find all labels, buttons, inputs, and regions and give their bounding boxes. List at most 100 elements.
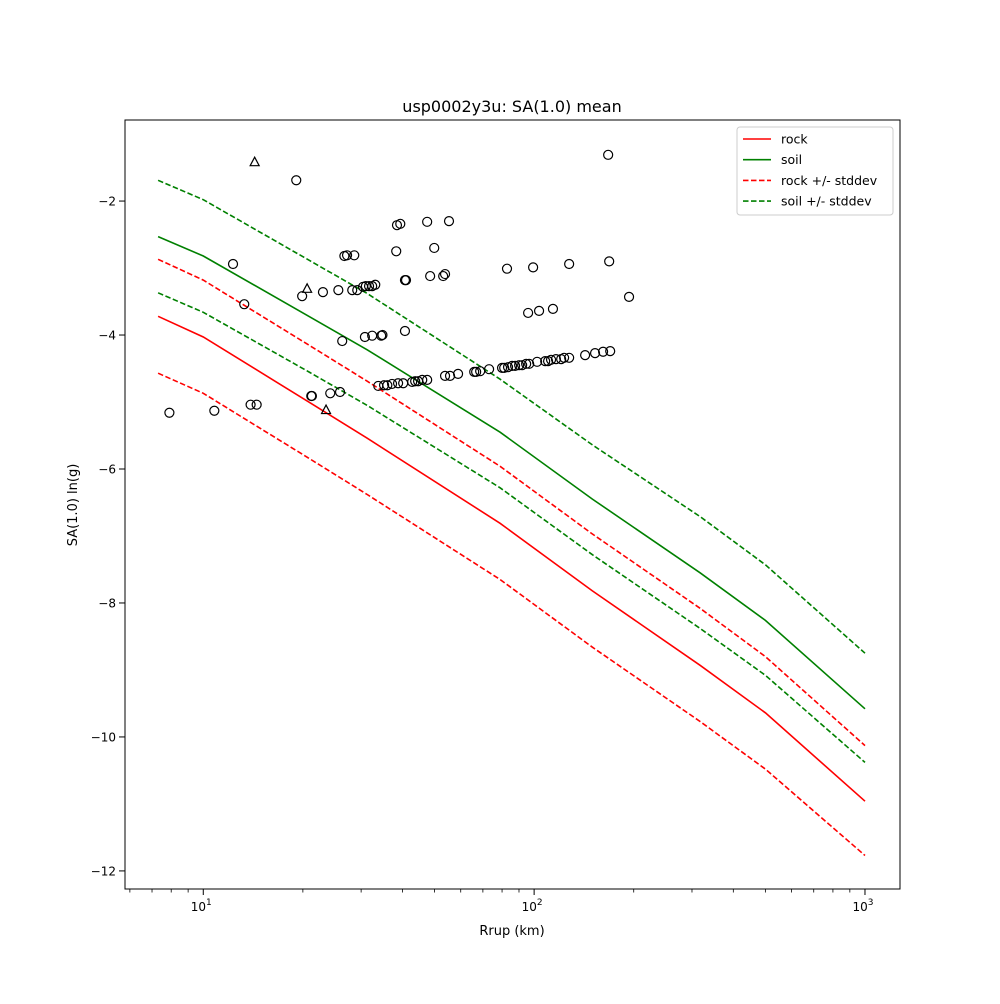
observation-circle-point	[443, 216, 455, 227]
y-tick-label: −10	[91, 730, 116, 744]
observation-triangle-point	[249, 155, 261, 167]
observation-circle-point	[523, 307, 534, 319]
observation-circle-point	[347, 285, 358, 296]
observation-circle-point	[580, 350, 591, 361]
observation-circle-point	[510, 360, 521, 371]
x-tick-label: 102	[522, 898, 543, 914]
observation-circle-point	[507, 360, 518, 371]
observation-circle-point	[524, 358, 535, 369]
observation-circle-point	[597, 346, 609, 357]
x-tick-label-exponent: 2	[537, 898, 543, 908]
observation-circle-point	[547, 303, 559, 315]
legend: rock soil rock +/- stddev soil +/- stddev	[736, 126, 894, 216]
observation-circle-point	[452, 368, 464, 379]
observation-circle-point	[564, 352, 575, 363]
observation-circle-point	[604, 256, 615, 267]
observation-circle-point	[209, 405, 220, 416]
chart-title: usp0002y3u: SA(1.0) mean	[402, 97, 621, 116]
observation-circle-point	[399, 325, 411, 337]
observation-circle-point	[528, 262, 539, 273]
observation-circle-point	[317, 287, 329, 298]
plot-area	[157, 149, 866, 857]
observation-circle-point	[545, 354, 557, 365]
observation-circle-point	[370, 279, 381, 290]
y-tick-label: −12	[91, 864, 116, 878]
observation-triangle-point	[301, 282, 313, 293]
observation-circle-point	[378, 380, 390, 391]
series-line-rock-stddev-upper	[157, 258, 866, 747]
observation-circle-point	[164, 407, 175, 418]
legend-label: rock +/- stddev	[781, 173, 878, 188]
observation-circle-point	[325, 388, 336, 399]
observation-circle-point	[517, 360, 528, 371]
series-line-soil	[157, 235, 866, 710]
observation-circle-point	[245, 399, 256, 410]
observation-circle-point	[359, 331, 371, 343]
observation-circle-point	[564, 258, 575, 270]
observation-circle-point	[297, 291, 308, 302]
observation-circle-point	[400, 274, 412, 286]
observation-circle-point	[532, 356, 543, 367]
observation-circle-point	[227, 258, 239, 270]
x-axis-label: Rrup (km)	[479, 924, 544, 939]
observation-circle-point	[514, 360, 525, 371]
observation-circle-point	[501, 263, 513, 274]
series-line-soil-stddev-upper	[157, 179, 866, 654]
x-tick-label-exponent: 1	[206, 898, 212, 908]
observation-circle-point	[589, 348, 601, 359]
observation-circle-point	[559, 352, 570, 363]
observation-circle-point	[429, 242, 440, 254]
y-tick-label: −2	[98, 195, 116, 209]
observation-circle-point	[291, 175, 302, 186]
observation-circle-point	[341, 250, 353, 261]
y-axis-label: SA(1.0) ln(g)	[66, 464, 81, 547]
observation-circle-point	[337, 335, 348, 347]
y-tick-label: −6	[98, 462, 116, 476]
observation-circle-point	[417, 374, 428, 386]
observation-circle-point	[306, 390, 318, 402]
series-line-rock-stddev-lower	[157, 372, 866, 857]
observation-circle-point	[444, 370, 456, 381]
observation-circle-point	[623, 291, 635, 302]
observation-circle-point	[438, 270, 449, 282]
series-line-soil-stddev-lower	[157, 292, 866, 764]
x-tick-label-exponent: 3	[868, 898, 874, 908]
observation-circle-point	[363, 281, 375, 292]
x-tick-label-base: 10	[522, 900, 537, 914]
x-tick-label: 103	[852, 898, 873, 914]
legend-label: rock	[781, 132, 808, 147]
observation-circle-point	[239, 299, 250, 310]
observation-circle-point	[386, 378, 398, 390]
observation-circle-point	[550, 354, 562, 365]
observation-circle-point	[471, 366, 482, 377]
series-line-rock	[157, 315, 866, 802]
observation-circle-point	[410, 376, 421, 387]
x-tick-label-base: 10	[852, 900, 867, 914]
observation-circle-point	[391, 246, 402, 257]
observation-circle-point	[540, 356, 551, 367]
observation-circle-point	[395, 218, 406, 229]
observation-circle-point	[422, 374, 433, 386]
legend-label: soil +/- stddev	[781, 194, 872, 209]
observation-circle-point	[377, 329, 388, 341]
observation-circle-point	[382, 380, 393, 391]
observation-circle-point	[484, 364, 495, 375]
legend-box	[736, 126, 894, 216]
observation-circle-point	[499, 362, 510, 373]
observation-circle-point	[333, 285, 344, 296]
observation-circle-point	[502, 362, 514, 373]
axes-frame	[124, 119, 901, 890]
observation-circle-point	[439, 370, 451, 381]
observation-circle-point	[352, 285, 363, 296]
observation-circle-point	[349, 250, 360, 261]
observation-circle-point	[425, 270, 436, 282]
observation-circle-point	[392, 378, 404, 389]
y-tick-label: −4	[98, 329, 116, 343]
y-tick-label: −8	[98, 596, 116, 610]
observation-circle-point	[334, 386, 346, 398]
observation-circle-point	[422, 216, 433, 227]
legend-label: soil	[781, 152, 802, 167]
observation-circle-point	[439, 268, 451, 280]
x-tick-label-base: 10	[191, 900, 206, 914]
